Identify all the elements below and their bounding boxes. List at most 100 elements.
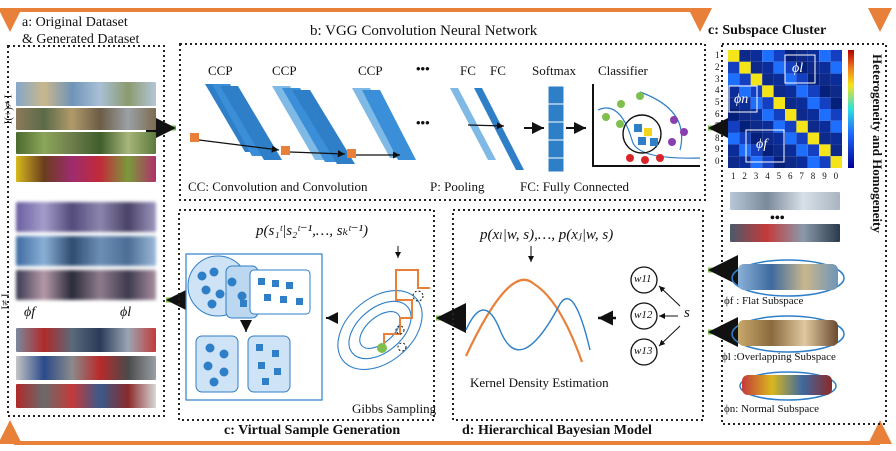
heterogeneity-label: Heterogeneity and Homogeneity [870,54,885,233]
heatmap-cell [762,132,774,145]
heatmap-cell [750,132,763,145]
heatmap-cell [830,50,842,62]
heatmap-cell [728,50,740,62]
heatmap-cell [830,156,842,168]
panel-c-left-frame [178,209,435,421]
heatmap-cell [739,132,751,145]
heatmap-cell [762,50,774,62]
heatmap-cell [796,156,808,168]
heatmap-cell [739,156,751,168]
panel-d-frame [452,209,704,421]
classifier-label: Classifier [598,63,648,78]
gibbs-label: Gibbs Sampling [352,401,437,416]
col-tick: 3 [753,171,759,181]
heatmap-cell [750,61,763,74]
heatmap-cell [739,73,751,86]
heatmap-cell [762,61,774,74]
colorbar [848,50,854,168]
heatmap-cell [819,73,831,86]
panel-c-left-title: c: Virtual Sample Generation [224,423,401,438]
heatmap-cell [785,120,797,133]
similarity-heatmap [728,50,842,168]
ellipsis-mid: ••• [416,115,430,130]
row-tick: 2 [715,61,720,72]
heatmap-cell [728,132,740,145]
heatmap-cell [830,144,842,157]
heatmap-cell [785,132,797,145]
heatmap-cell [807,73,820,86]
gibbs-contours [337,246,430,370]
heatmap-cell [785,156,797,168]
heatmap-cell [796,85,808,98]
heatmap-cell [785,85,797,98]
heatmap-cell [819,109,831,121]
col-tick: 2 [742,171,747,181]
heatmap-cell [762,144,774,157]
legend-pooling: P: Pooling [430,179,485,194]
heatmap-cell [807,156,820,168]
heatmap-cell [819,120,831,133]
heatmap-cell [750,50,763,62]
normal-subspace-label: ϕn: Normal Subspace [724,403,819,415]
heatmap-cell [739,109,751,121]
legend-cc: CC: Convolution and Convolution [188,179,368,194]
heatmap-cell [807,85,820,98]
node-s: s [684,305,690,321]
node-w12: w12 [634,309,653,321]
heatmap-cell [785,50,797,62]
heatmap-cell [785,73,797,86]
phi-f-label-a: ϕf [24,305,36,320]
ccp-block-3 [352,88,416,160]
col-tick: 7 [799,171,804,181]
kde-curves [465,246,591,363]
overlapping-subspace-label: ϕl :Overlapping Subspace [722,351,836,363]
heatmap-cell [796,132,808,145]
panel-a-subtitle: & Generated Dataset [22,32,140,47]
classifier-plot [592,84,701,167]
heatmap-cell [819,85,831,98]
heatmap-cell [773,73,785,86]
heatmap-cell [739,120,751,133]
heatmap-cell [807,109,820,121]
heatmap-cell [819,97,831,109]
panel-a-frame [7,45,165,417]
heatmap-cell [830,61,842,74]
heatmap-phi-f: ϕf [756,137,768,152]
label-same-class: I(+)≠ I [2,94,15,125]
col-tick: 5 [776,171,782,181]
heatmap-cell [762,109,774,121]
node-w11: w11 [634,273,652,285]
row-tick: 1 [715,50,720,60]
softmax-stack [547,85,565,173]
gibbs-formula: p(s₁ᵗ|s₂ᵗ⁻¹,…, sₖᵗ⁻¹) [256,223,369,239]
heatmap-cell [728,120,740,133]
heatmap-cell [796,109,808,121]
heatmap-cell [762,120,774,133]
row-tick: 6 [715,109,720,119]
heatmap-cell [819,144,831,157]
panel-d-title: d: Hierarchical Bayesian Model [462,423,652,438]
heatmap-cell [728,73,740,86]
heatmap-cell [773,109,785,121]
softmax-label: Softmax [532,63,577,78]
bayes-nodes [630,266,681,366]
heatmap-cell [728,85,740,98]
kde-formula: p(xₗ|w, s),…, p(xⱼ|w, s) [480,227,614,243]
heatmap-cell [739,144,751,157]
heatmap-cell [728,156,740,168]
label-diff-class: I≠ I [0,293,12,310]
kernel-square-3 [347,149,356,158]
heatmap-cell [807,50,820,62]
ccp-block-1 [205,84,282,160]
ccp-block-2 [272,86,355,164]
row-tick: 0 [715,156,720,167]
row-tick: 9 [715,144,720,155]
heatmap-cell [807,97,820,109]
panel-b-title: b: VGG Convolution Neural Network [310,23,538,39]
orange-frame [0,8,892,445]
heatmap-cell [785,144,797,157]
heatmap-cell [830,132,842,145]
heatmap-cell [762,73,774,86]
heatmap-cell [830,109,842,121]
